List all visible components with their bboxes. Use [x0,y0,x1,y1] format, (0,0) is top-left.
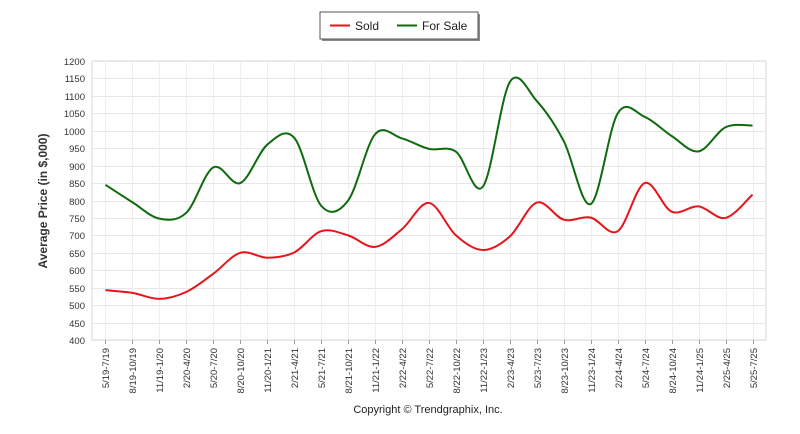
legend: Sold For Sale [319,11,480,41]
series-line-sold [105,182,754,300]
x-tick-label: 2/23-4/23 [506,348,517,388]
y-tick-label: 400 [69,336,85,347]
y-tick-label: 750 [69,214,85,225]
y-tick-label: 1000 [64,127,85,138]
x-tick-label: 2/21-4/21 [290,348,301,388]
x-tick-label: 11/19-1/20 [155,348,166,393]
y-tick-label: 700 [69,231,85,242]
x-tick-label: 8/21-10/21 [344,348,355,393]
x-tick-label: 5/21-7/21 [317,348,328,388]
x-tick-label: 11/24-1/25 [695,348,706,393]
x-tick-label: 11/20-1/21 [263,348,274,393]
y-tick-label: 950 [69,144,85,155]
series-line-for-sale [104,76,753,221]
y-tick-label: 650 [69,249,85,260]
x-tick-label: 2/20-4/20 [182,348,193,388]
grid [91,60,767,341]
x-tick-label: 11/22-1/23 [479,348,490,393]
y-tick-label: 900 [69,162,85,173]
y-tick-label: 800 [69,197,85,208]
legend-label-sold: Sold [355,19,379,33]
legend-label-for-sale: For Sale [422,19,468,33]
x-tick-label: 8/19-10/19 [128,348,139,393]
y-tick-label: 1100 [65,92,85,103]
y-tick-label: 450 [69,319,85,330]
y-tick-label: 1150 [65,74,85,85]
x-tick-label: 2/22-4/22 [398,348,409,388]
x-tick-label: 8/24-10/24 [668,348,679,393]
x-tick-label: 5/19-7/19 [101,348,112,388]
series-lines [104,76,754,300]
y-tick-label: 1200 [64,57,85,68]
x-tick-label: 5/20-7/20 [209,348,220,388]
x-tick-label: 2/25-4/25 [722,348,733,388]
x-tick-label: 8/20-10/20 [236,348,247,393]
x-tick-label: 5/23-7/23 [533,348,544,388]
x-tick-label: 5/25-7/25 [749,348,760,388]
x-tick-label: 5/22-7/22 [425,348,436,388]
copyright-text: Copyright © Trendgraphix, Inc. [353,404,502,416]
x-tick-label: 2/24-4/24 [614,348,625,388]
x-tick-label: 5/24-7/24 [641,348,652,388]
y-tick-label: 850 [69,179,85,190]
axes: 400 450 500 550 600 650 700 750 800 850 900 950 1000… [64,57,760,393]
y-tick-label: 500 [69,301,85,312]
x-tick-label: 8/22-10/22 [452,348,463,393]
x-tick-label: 11/23-1/24 [587,348,598,393]
x-tick-label: 8/23-10/23 [560,348,571,393]
y-tick-label: 550 [69,284,85,295]
x-tick-label: 11/21-1/22 [371,348,382,393]
y-tick-label: 1050 [64,109,85,120]
y-axis-title: Average Price (in $,000) [36,134,50,269]
y-tick-label: 600 [69,266,85,277]
